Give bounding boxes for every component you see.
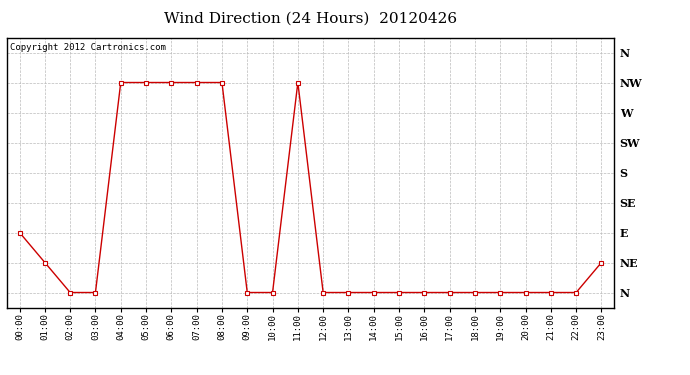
Text: Wind Direction (24 Hours)  20120426: Wind Direction (24 Hours) 20120426 [164,11,457,25]
Text: Copyright 2012 Cartronics.com: Copyright 2012 Cartronics.com [10,43,166,52]
